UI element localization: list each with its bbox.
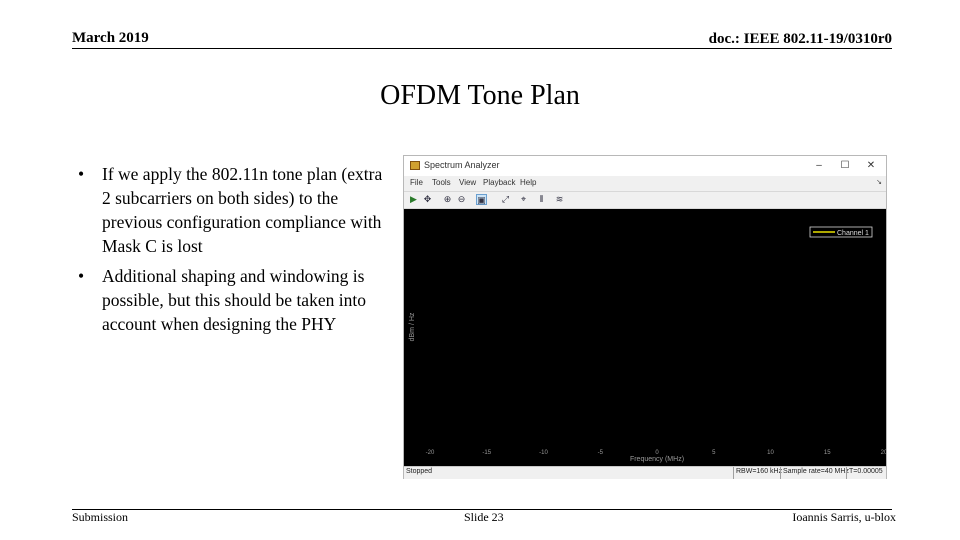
bullet-icon: • <box>78 266 85 286</box>
bullet-list: • If we apply the 802.11n tone plan (ext… <box>78 162 388 342</box>
status-state: Stopped <box>406 468 433 475</box>
footer-rule <box>72 509 892 510</box>
header-rule <box>72 48 892 49</box>
close-button[interactable]: ✕ <box>866 160 876 171</box>
footer-slide-number: Slide 23 <box>464 510 504 524</box>
x-tick-label: 15 <box>824 450 831 456</box>
footer-author: Ioannis Sarris, u-blox <box>792 510 896 524</box>
spectrum-analyzer-window: Spectrum Analyzer – ☐ ✕ File Tools View … <box>403 155 887 479</box>
app-icon <box>410 161 420 170</box>
header-date: March 2019 <box>72 30 149 46</box>
menu-view[interactable]: View <box>459 178 477 187</box>
x-tick-label: -10 <box>539 450 548 456</box>
status-time: T=0.00005 <box>849 468 883 475</box>
menu-help[interactable]: Help <box>520 178 537 187</box>
spectrum-plot[interactable]: -40-50-60-70-80-90-100-110 -20-15-10-505… <box>404 209 886 466</box>
x-tick-label: -15 <box>482 450 491 456</box>
header-doc-id: doc.: IEEE 802.11-19/0310r0 <box>708 31 892 47</box>
window-titlebar[interactable]: Spectrum Analyzer – ☐ ✕ <box>404 156 886 176</box>
zoom-y-icon[interactable]: ▣ <box>476 194 487 205</box>
toolbar: ▶ ✥ ⊕ ⊖ ▣ ⤢ ⌖ ⫴ ≋ <box>404 191 886 209</box>
x-tick-label: 10 <box>767 450 774 456</box>
footer-submission: Submission <box>72 510 129 524</box>
bullet-icon: • <box>78 164 85 184</box>
x-tick-label: 0 <box>655 450 659 456</box>
spectrum-settings-icon[interactable]: ≋ <box>555 194 564 204</box>
legend: Channel 1 <box>809 226 873 238</box>
pan-icon[interactable]: ✥ <box>423 194 432 204</box>
bullet-text: If we apply the 802.11n tone plan (extra… <box>102 164 383 256</box>
status-bar: Stopped RBW=160 kHz Sample rate=40 MHz T… <box>404 466 886 479</box>
legend-label: Channel 1 <box>837 230 869 237</box>
fit-icon[interactable]: ⤢ <box>501 194 510 204</box>
x-tick-label: -5 <box>598 450 604 456</box>
y-axis-label: dBm / Hz <box>409 312 416 341</box>
menu-playback[interactable]: Playback <box>483 178 516 187</box>
x-axis-label: Frequency (MHz) <box>630 456 684 463</box>
status-divider <box>846 467 847 479</box>
x-tick-label: -20 <box>426 450 435 456</box>
measure-icon[interactable]: ⫴ <box>539 194 544 204</box>
window-title: Spectrum Analyzer <box>424 160 500 170</box>
zoom-in-icon[interactable]: ⊕ <box>443 194 452 204</box>
minimize-button[interactable]: – <box>816 160 822 171</box>
x-tick-group: -20 -15 -10 -5 0 5 10 15 20 <box>426 450 886 456</box>
zoom-x-icon[interactable]: ⊖ <box>457 194 466 204</box>
menu-file[interactable]: File <box>410 178 423 187</box>
status-rbw: RBW=160 kHz <box>736 468 783 475</box>
status-divider <box>780 467 781 479</box>
menu-tools[interactable]: Tools <box>432 178 451 187</box>
bullet-text: Additional shaping and windowing is poss… <box>102 266 366 334</box>
bullet-item: • If we apply the 802.11n tone plan (ext… <box>78 162 388 258</box>
cursor-icon[interactable]: ⌖ <box>520 194 527 204</box>
x-tick-label: 20 <box>881 450 886 456</box>
dock-icon[interactable]: ↘ <box>876 179 882 186</box>
menu-bar: File Tools View Playback Help ↘ <box>404 177 886 190</box>
slide-title: OFDM Tone Plan <box>380 80 580 111</box>
bullet-item: • Additional shaping and windowing is po… <box>78 264 388 336</box>
status-sample-rate: Sample rate=40 MHz <box>783 468 849 475</box>
status-divider <box>733 467 734 479</box>
plot-panel[interactable]: -40-50-60-70-80-90-100-110 -20-15-10-505… <box>404 209 886 466</box>
x-tick-label: 5 <box>712 450 716 456</box>
play-icon[interactable]: ▶ <box>410 194 417 204</box>
maximize-button[interactable]: ☐ <box>840 160 850 171</box>
